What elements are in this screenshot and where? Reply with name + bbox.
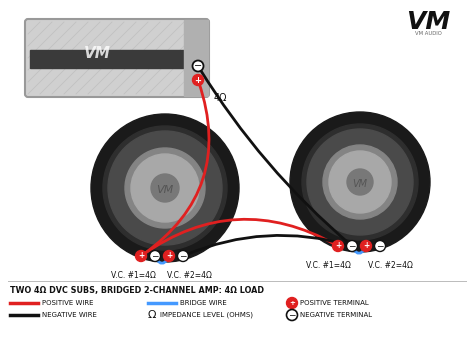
Text: IMPEDANCE LEVEL (OHMS): IMPEDANCE LEVEL (OHMS) (160, 312, 253, 318)
Text: POSITIVE TERMINAL: POSITIVE TERMINAL (300, 300, 369, 306)
Text: NEGATIVE WIRE: NEGATIVE WIRE (42, 312, 97, 318)
Circle shape (286, 297, 298, 308)
Text: VM AUDIO: VM AUDIO (415, 30, 441, 36)
Text: VM: VM (406, 10, 450, 34)
Circle shape (290, 112, 430, 252)
Text: 4Ω: 4Ω (213, 93, 227, 103)
Circle shape (177, 250, 189, 262)
Circle shape (151, 174, 179, 202)
Text: V.C. #2=4Ω: V.C. #2=4Ω (166, 272, 211, 280)
Circle shape (91, 114, 239, 262)
Circle shape (329, 151, 391, 213)
Text: −: − (194, 61, 202, 71)
Circle shape (374, 240, 385, 252)
Circle shape (286, 309, 298, 321)
Text: VM: VM (83, 46, 110, 60)
FancyBboxPatch shape (25, 19, 209, 97)
Text: V.C. #1=4Ω: V.C. #1=4Ω (306, 262, 350, 270)
Circle shape (131, 154, 199, 222)
Text: +: + (194, 76, 201, 85)
Circle shape (108, 131, 222, 245)
Circle shape (192, 60, 203, 71)
Circle shape (347, 169, 373, 195)
Circle shape (149, 250, 161, 262)
Bar (184, 20, 208, 96)
Circle shape (103, 126, 227, 250)
Circle shape (361, 240, 372, 252)
Text: −: − (151, 252, 159, 260)
Text: V.C. #2=4Ω: V.C. #2=4Ω (367, 262, 412, 270)
Circle shape (164, 250, 174, 262)
Circle shape (125, 148, 205, 228)
Circle shape (307, 129, 413, 235)
Text: VM: VM (156, 185, 173, 195)
Text: TWO 4Ω DVC SUBS, BRIDGED 2-CHANNEL AMP: 4Ω LOAD: TWO 4Ω DVC SUBS, BRIDGED 2-CHANNEL AMP: … (10, 286, 264, 296)
Text: +: + (363, 241, 369, 250)
Text: +: + (289, 300, 295, 306)
Text: −: − (288, 310, 296, 319)
Text: V.C. #1=4Ω: V.C. #1=4Ω (110, 272, 155, 280)
Bar (30, 50, 204, 68)
Text: +: + (166, 252, 172, 260)
Text: NEGATIVE TERMINAL: NEGATIVE TERMINAL (300, 312, 372, 318)
Text: +: + (335, 241, 341, 250)
Text: +: + (138, 252, 144, 260)
Text: Ω: Ω (148, 310, 156, 320)
Circle shape (136, 250, 146, 262)
Text: VM: VM (353, 179, 367, 189)
Circle shape (346, 240, 357, 252)
Text: BRIDGE WIRE: BRIDGE WIRE (180, 300, 227, 306)
Circle shape (302, 124, 418, 240)
Text: −: − (179, 252, 187, 260)
Circle shape (332, 240, 344, 252)
Circle shape (192, 75, 203, 86)
Text: −: − (376, 241, 384, 250)
Text: −: − (348, 241, 356, 250)
Circle shape (323, 145, 397, 219)
Text: POSITIVE WIRE: POSITIVE WIRE (42, 300, 93, 306)
